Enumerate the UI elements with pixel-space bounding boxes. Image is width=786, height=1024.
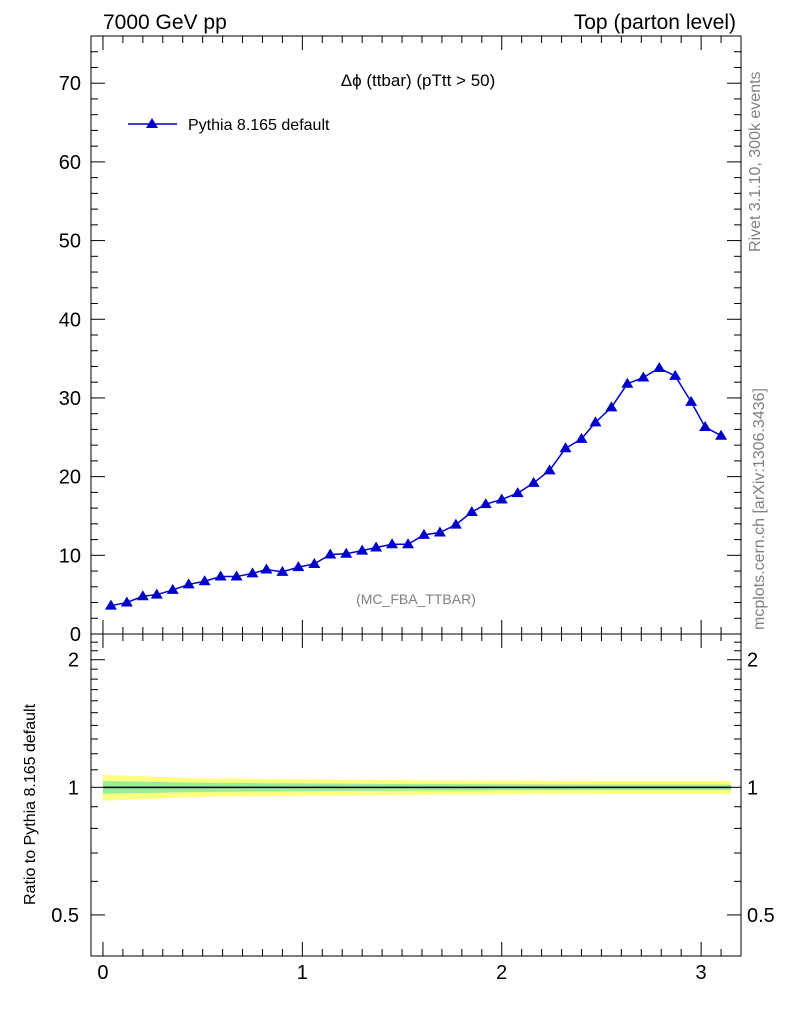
data-point	[324, 548, 337, 559]
data-point	[495, 493, 508, 504]
main-ytick-label: 20	[59, 467, 81, 489]
main-ytick-label: 70	[59, 73, 81, 95]
ratio-ytick-label: 1	[68, 777, 79, 799]
data-point	[198, 575, 211, 586]
data-point	[230, 570, 243, 581]
ratio-band	[102, 774, 732, 801]
ratio-xtick-label: 1	[297, 962, 308, 984]
ratio-ticks: 0.5 0.5 1 1 2 2 0 1 2 3	[51, 634, 775, 984]
data-point	[575, 432, 588, 443]
main-ytick-label: 50	[59, 231, 81, 253]
data-point	[715, 429, 728, 440]
data-point	[637, 371, 650, 382]
data-point	[449, 518, 462, 529]
main-ytick-label: 10	[59, 545, 81, 567]
data-point	[685, 395, 698, 406]
data-point	[276, 565, 289, 576]
data-point	[260, 563, 273, 574]
main-title: Δϕ (ttbar) (pTtt > 50)	[341, 71, 496, 90]
ratio-ylabel: Ratio to Pythia 8.165 default	[22, 703, 39, 905]
main-series	[104, 362, 728, 610]
data-point	[589, 416, 602, 427]
header-right: Top (parton level)	[574, 11, 736, 34]
data-point	[511, 487, 524, 498]
data-point	[340, 547, 353, 558]
data-point	[699, 421, 712, 432]
ratio-ytick-label-right: 0.5	[747, 905, 775, 927]
data-point	[621, 377, 634, 388]
analysis-label: (MC_FBA_TTBAR)	[356, 591, 476, 607]
series-line	[110, 367, 722, 607]
data-point	[559, 442, 572, 453]
ratio-ytick-label: 0.5	[51, 905, 79, 927]
main-ytick-label: 0	[70, 624, 81, 646]
data-point	[653, 362, 666, 373]
header-left: 7000 GeV pp	[103, 11, 227, 34]
main-ytick-label: 30	[59, 388, 81, 410]
data-point	[465, 506, 478, 517]
data-point	[150, 588, 163, 599]
ratio-xtick-label: 0	[97, 962, 108, 984]
data-point	[166, 583, 179, 594]
data-point	[386, 538, 399, 549]
ratio-xtick-label: 3	[696, 962, 707, 984]
ratio-frame	[90, 633, 742, 957]
ratio-ytick-label-right: 2	[747, 650, 758, 672]
ratio-panel: 0.5 0.5 1 1 2 2 0 1 2 3 Ratio to Pythia 8.165 def…	[22, 633, 775, 984]
data-point	[417, 528, 430, 539]
data-point	[292, 561, 305, 572]
ratio-ytick-label-right: 1	[747, 777, 758, 799]
data-point	[605, 401, 618, 412]
main-panel: 0 10 20 30 40 50 60 70 Δϕ (ttbar) (pTtt > 50) (…	[59, 35, 742, 646]
data-point	[104, 599, 117, 610]
data-point	[402, 538, 415, 549]
data-point	[356, 544, 369, 555]
ratio-xtick-label: 2	[496, 962, 507, 984]
data-point	[308, 557, 321, 568]
main-ytick-label: 60	[59, 152, 81, 174]
data-point	[182, 578, 195, 589]
rivet-info: Rivet 3.1.10, 300k events	[747, 71, 764, 252]
mcplots-info: mcplots.cern.ch [arXiv:1306.3436]	[751, 388, 768, 630]
ratio-ytick-label: 2	[68, 650, 79, 672]
legend-marker	[146, 118, 158, 128]
legend-label: Pythia 8.165 default	[188, 117, 330, 134]
data-point	[246, 567, 259, 578]
data-point	[433, 526, 446, 537]
data-point	[120, 596, 133, 607]
legend: Pythia 8.165 default	[128, 117, 330, 134]
data-point	[370, 541, 383, 552]
data-point	[543, 464, 556, 475]
data-point	[527, 476, 540, 487]
data-point	[669, 369, 682, 380]
main-ytick-label: 40	[59, 309, 81, 331]
data-point	[214, 570, 227, 581]
data-point	[136, 590, 149, 601]
main-ticks: 0 10 20 30 40 50 60 70	[59, 35, 742, 646]
data-point	[479, 498, 492, 509]
